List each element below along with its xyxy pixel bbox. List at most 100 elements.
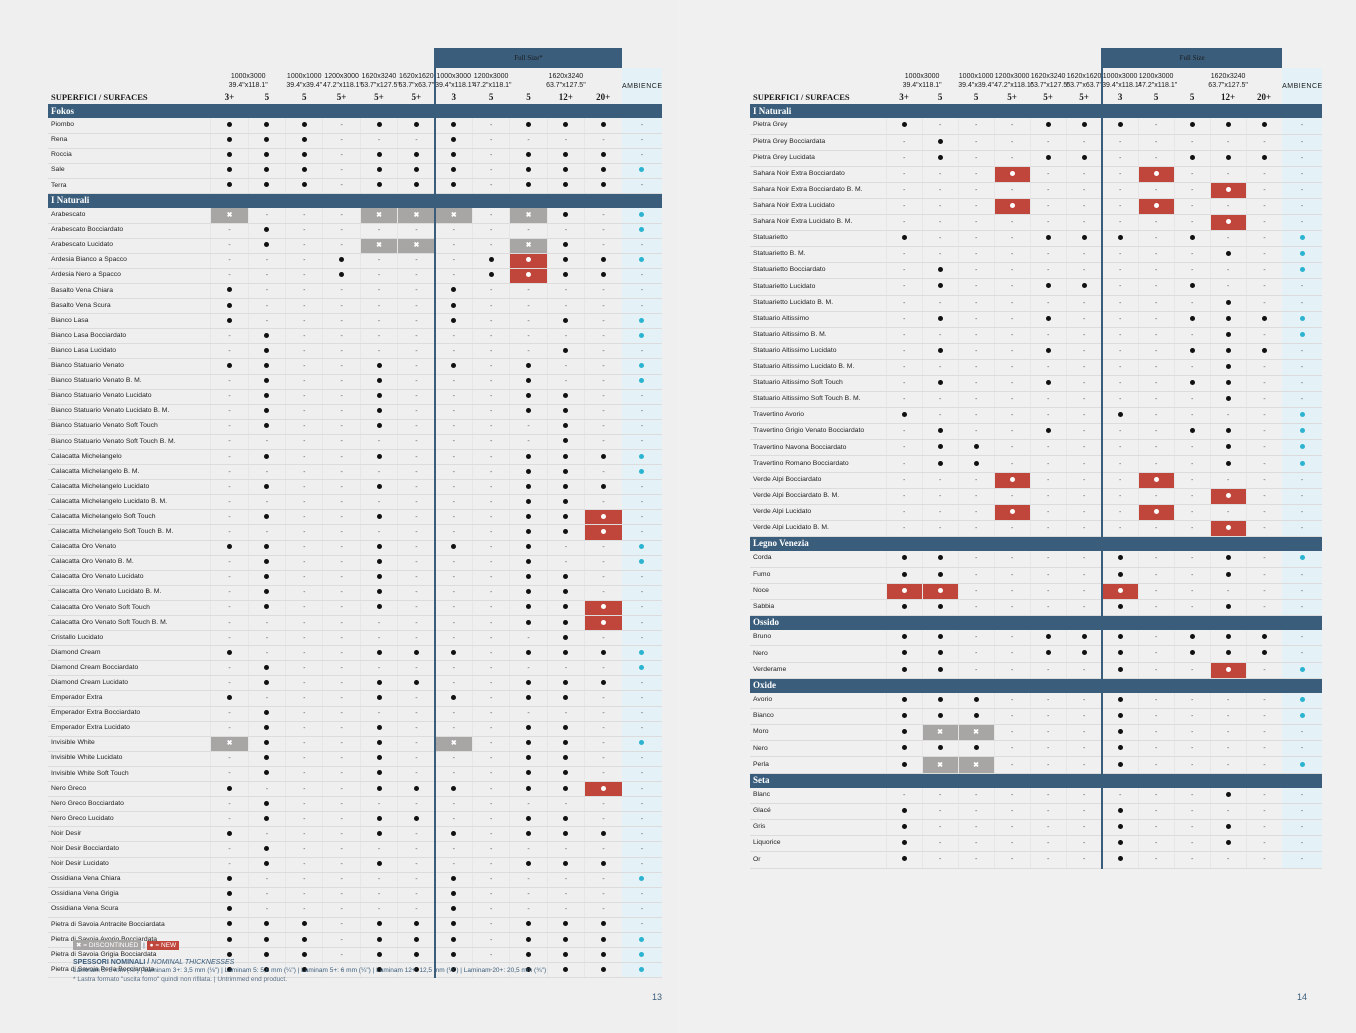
availability-cell: -: [434, 811, 473, 828]
table-row: Statuarietto Lucidato B. M. - - - - - - - - - - -: [750, 295, 1322, 312]
availability-cell: -: [1245, 520, 1283, 537]
not-available-dash: -: [602, 468, 605, 476]
not-available-dash: -: [1154, 492, 1158, 500]
availability-cell: [1209, 214, 1247, 232]
availability-cell: [921, 662, 959, 679]
available-dot: [526, 785, 531, 791]
availability-cell: -: [1029, 262, 1067, 280]
not-available-dash: -: [938, 203, 942, 211]
availability-cell: -: [546, 841, 585, 858]
not-available-dash: -: [1300, 299, 1304, 307]
not-available-dash: -: [1226, 808, 1230, 816]
not-available-dash: -: [938, 299, 942, 307]
surface-name: Calacatta Oro Venato Soft Touch B. M.: [48, 615, 211, 632]
availability-cell: -: [1101, 472, 1139, 489]
availability-cell: [285, 133, 323, 149]
surface-name: Bianco Statuario Venato: [48, 358, 211, 375]
availability-cell: -: [1209, 278, 1247, 296]
availability-cell: [1209, 359, 1247, 377]
availability-cell: [434, 902, 473, 918]
availability-cell: -: [993, 819, 1031, 837]
availability-cell: [210, 540, 249, 556]
available-dot: [1045, 380, 1051, 386]
table-row: Pietra di Savoia Grigia Bocciardata - -: [48, 947, 662, 964]
surface-name: Basalto Vena Chiara: [48, 283, 211, 300]
not-available-dash: -: [640, 800, 644, 808]
availability-cell: [1245, 150, 1283, 167]
surface-name: Ossidiana Vena Chiara: [48, 872, 211, 888]
available-dot: [1117, 555, 1123, 561]
available-dot: [376, 483, 382, 489]
availability-cell: [584, 163, 622, 179]
availability-cell: -: [509, 706, 548, 722]
available-dot: [1225, 122, 1231, 128]
not-available-dash: -: [938, 524, 942, 532]
availability-cell: -: [993, 740, 1031, 758]
availability-cell: -: [210, 660, 249, 677]
table-row: Bianco Lasa - - - - - - - -: [48, 313, 662, 330]
not-available-dash: -: [974, 203, 978, 211]
not-available-dash: -: [974, 412, 978, 420]
availability-cell: [359, 811, 398, 828]
not-available-dash: -: [938, 824, 942, 832]
availability-cell: [1101, 550, 1139, 568]
not-available-dash: -: [452, 589, 455, 597]
availability-cell: -: [1173, 359, 1211, 377]
table-row: Statuario Altissimo Soft Touch - - - - - - - -: [750, 375, 1322, 393]
surface-name: Sahara Noir Extra Lucidato B. M.: [750, 214, 887, 232]
availability-cell: -: [957, 343, 995, 360]
not-available-dash: -: [602, 362, 605, 370]
not-available-dash: -: [1118, 492, 1122, 500]
availability-cell: [546, 675, 585, 692]
availability-cell: [1137, 166, 1175, 183]
available-dot: [901, 666, 907, 672]
table-row: Calacatta Michelangelo B. M. - - - - - - - - -: [48, 464, 662, 481]
availability-cell: -: [1101, 327, 1139, 344]
availability-cell: -: [210, 706, 249, 722]
availability-cell: -: [584, 540, 622, 556]
not-available-dash: -: [452, 272, 455, 280]
not-available-dash: -: [640, 861, 644, 869]
not-available-dash: -: [340, 861, 343, 869]
availability-cell: [509, 736, 548, 752]
ambience-cell: -: [1282, 359, 1322, 377]
availability-cell: -: [1209, 740, 1247, 758]
available-dot: [1045, 283, 1051, 289]
not-available-dash: -: [377, 272, 381, 280]
available-dot: [1225, 315, 1231, 321]
not-available-dash: -: [1118, 396, 1122, 404]
not-available-dash: -: [340, 785, 343, 793]
availability-cell: -: [247, 690, 286, 707]
not-available-dash: -: [415, 861, 418, 869]
availability-cell: -: [1137, 423, 1175, 441]
availability-cell: -: [1029, 851, 1067, 869]
new-dot: [601, 785, 606, 791]
available-dot: [227, 906, 232, 912]
availability-cell: ✖: [359, 207, 398, 224]
availability-cell: [359, 781, 398, 798]
not-available-dash: -: [602, 211, 605, 219]
availability-cell: [885, 567, 923, 584]
not-available-dash: -: [303, 528, 306, 536]
not-available-dash: -: [1190, 729, 1194, 737]
not-available-dash: -: [1082, 251, 1086, 259]
availability-cell: -: [1245, 391, 1283, 409]
availability-cell: [285, 178, 323, 194]
new-dot: [937, 587, 943, 593]
available-dot: [301, 121, 307, 127]
not-available-dash: -: [303, 891, 306, 899]
availability-cell: -: [993, 708, 1031, 726]
not-available-dash: -: [1082, 492, 1086, 500]
availability-cell: [247, 374, 286, 390]
available-dot: [901, 122, 907, 128]
available-dot: [227, 137, 232, 143]
availability-cell: [359, 404, 398, 420]
availability-cell: -: [509, 313, 548, 330]
not-available-dash: -: [415, 468, 418, 476]
available-dot: [376, 830, 382, 836]
availability-cell: -: [322, 434, 361, 450]
availability-cell: [247, 841, 286, 858]
table-row: Travertino Avorio - - - - - - - - -: [750, 407, 1322, 425]
available-dot: [563, 604, 569, 610]
availability-cell: [247, 751, 286, 767]
